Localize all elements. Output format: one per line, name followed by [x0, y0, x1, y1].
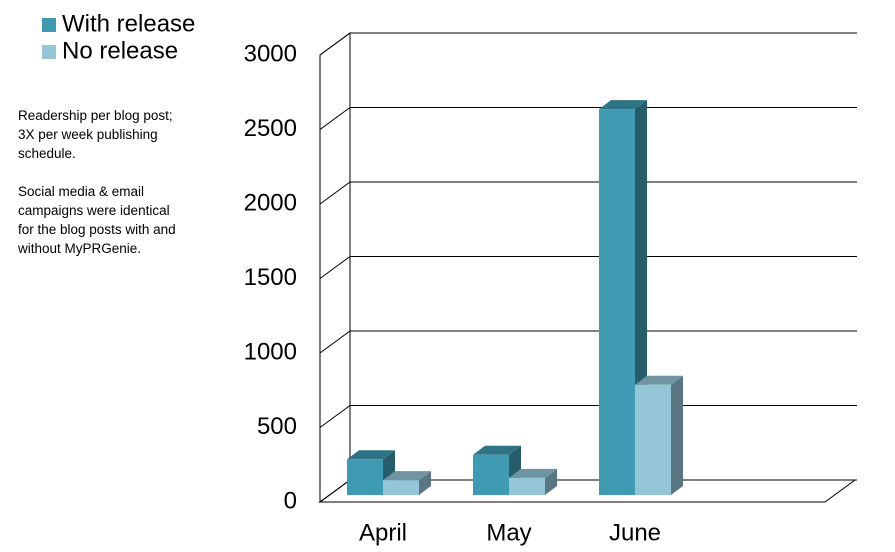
grid-line	[319, 32, 857, 56]
bar-face	[383, 471, 431, 481]
legend-label: No release	[62, 37, 178, 64]
y-tick-label: 2500	[244, 115, 297, 142]
x-tick-label: May	[486, 519, 531, 546]
grid-line	[319, 181, 857, 205]
bar-face	[599, 100, 647, 110]
y-tick-label: 2000	[244, 189, 297, 216]
bar-face	[635, 384, 671, 495]
bar-face	[347, 459, 383, 495]
legend-label: With release	[62, 10, 195, 37]
y-tick-label: 0	[284, 487, 297, 514]
legend-swatch	[42, 18, 56, 32]
bar	[599, 100, 647, 495]
y-tick-label: 500	[257, 413, 297, 440]
bar-face	[347, 450, 395, 460]
bar-face	[509, 477, 545, 495]
x-tick-label: April	[359, 519, 407, 546]
bar	[509, 468, 557, 495]
bar-face	[635, 375, 683, 385]
bar-face	[599, 109, 635, 495]
annotation: Social media & email campaigns were iden…	[18, 184, 176, 256]
bar-face	[473, 454, 509, 495]
y-tick-label: 1000	[244, 338, 297, 365]
bar	[635, 375, 683, 495]
y-tick-label: 1500	[244, 264, 297, 291]
grid-line	[319, 330, 857, 354]
bar-face	[383, 480, 419, 495]
bar-face	[473, 445, 521, 455]
x-tick-label: June	[609, 519, 661, 546]
bar	[383, 471, 431, 495]
grid-line	[319, 405, 857, 428]
bar-face	[671, 375, 683, 495]
bar-face	[419, 471, 431, 495]
bar-face	[509, 468, 557, 478]
legend-swatch	[42, 45, 56, 59]
grid-line	[319, 256, 857, 279]
grid-line	[319, 107, 857, 130]
bar-face	[545, 468, 557, 495]
y-tick-label: 3000	[244, 40, 297, 67]
annotation: Readership per blog post; 3X per week pu…	[18, 108, 173, 161]
